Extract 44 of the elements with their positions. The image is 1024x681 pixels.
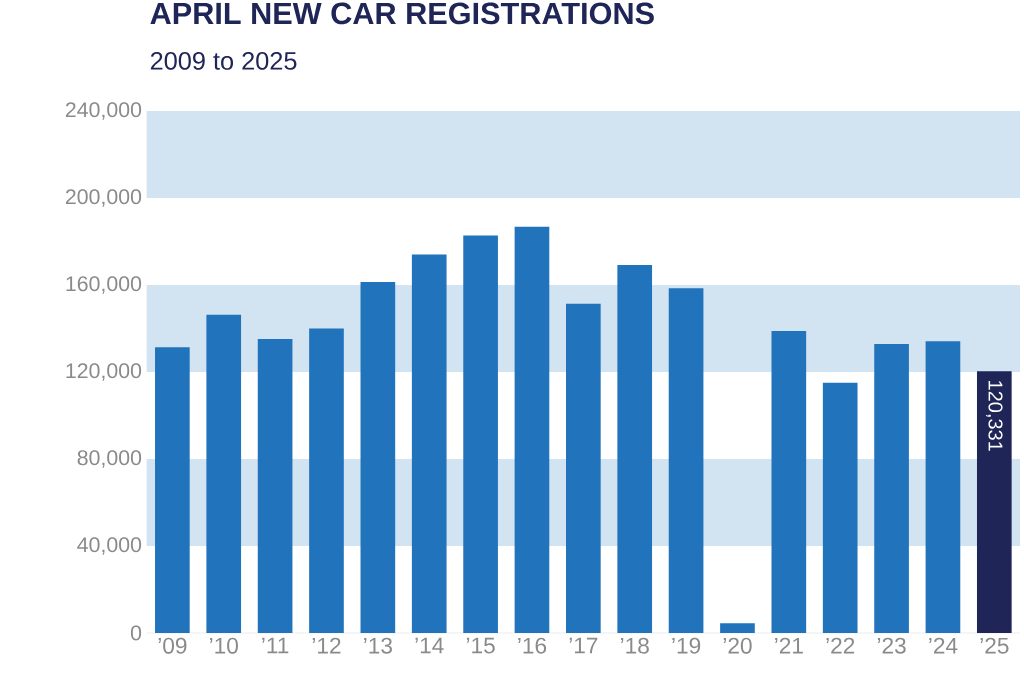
- bar: [668, 288, 704, 633]
- x-tick-label: ’14: [415, 637, 444, 654]
- x-tick-label: ’24: [929, 637, 958, 654]
- x-tick-label: ’19: [672, 637, 701, 654]
- y-tick-label: 80,000: [77, 450, 142, 468]
- y-tick-label: 40,000: [77, 537, 142, 555]
- bar: [206, 314, 242, 633]
- bar: [720, 623, 755, 633]
- bar: [566, 303, 601, 633]
- y-tick-label: 240,000: [65, 102, 142, 120]
- bar: [309, 328, 344, 633]
- x-tick-label: ’16: [518, 637, 547, 654]
- x-tick-label: ’10: [210, 637, 238, 654]
- chart-subtitle: 2009 to 2025: [150, 51, 297, 70]
- bar: [463, 235, 498, 633]
- x-tick-label: ’15: [466, 637, 495, 654]
- y-tick-label: 160,000: [66, 276, 142, 294]
- x-tick-label: ’21: [775, 637, 803, 654]
- x-tick-label: ’13: [364, 637, 392, 654]
- x-tick-label: ’22: [826, 637, 855, 654]
- bar: [617, 264, 653, 633]
- y-tick-label: 200,000: [65, 189, 142, 207]
- bar: [257, 338, 293, 633]
- bar: [925, 341, 961, 633]
- bar: [514, 226, 550, 633]
- bar: [360, 281, 396, 633]
- x-tick-label: ’25: [980, 637, 1009, 654]
- x-tick-label: ’11: [262, 637, 289, 654]
- bar: [874, 343, 909, 633]
- bar: [976, 371, 1012, 633]
- x-tick-label: ’09: [158, 637, 187, 654]
- x-tick-label: ’17: [569, 637, 598, 654]
- y-tick-label: 120,000: [66, 363, 142, 381]
- data-label: 120,331: [986, 381, 1003, 451]
- y-tick-label: 0: [130, 625, 142, 641]
- x-tick-label: ’20: [723, 637, 752, 654]
- chart-title: APRIL NEW CAR REGISTRATIONS: [150, 2, 654, 25]
- x-tick-label: ’23: [877, 637, 906, 654]
- bar: [771, 330, 807, 633]
- bar: [411, 254, 447, 633]
- x-tick-label: ’12: [312, 637, 341, 654]
- x-tick-label: ’18: [620, 637, 649, 654]
- bar: [822, 382, 858, 633]
- bar: [155, 347, 190, 633]
